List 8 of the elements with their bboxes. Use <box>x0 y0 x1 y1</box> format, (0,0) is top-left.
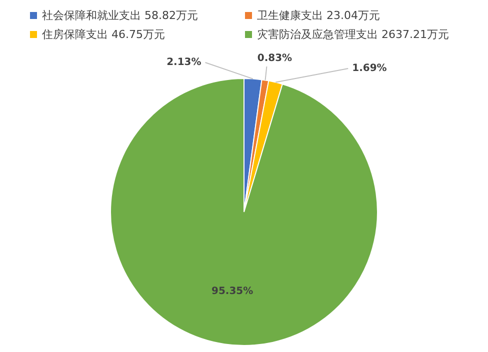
legend-label: 灾害防治及应急管理支出 2637.21万元 <box>257 27 449 42</box>
legend-label: 卫生健康支出 23.04万元 <box>257 8 380 23</box>
data-label: 95.35% <box>212 286 254 297</box>
data-label: 0.83% <box>257 53 292 64</box>
data-label: 1.69% <box>352 63 387 74</box>
legend-label: 住房保障支出 46.75万元 <box>42 27 165 42</box>
legend-label: 社会保障和就业支出 58.82万元 <box>42 8 198 23</box>
data-label: 2.13% <box>166 57 202 68</box>
